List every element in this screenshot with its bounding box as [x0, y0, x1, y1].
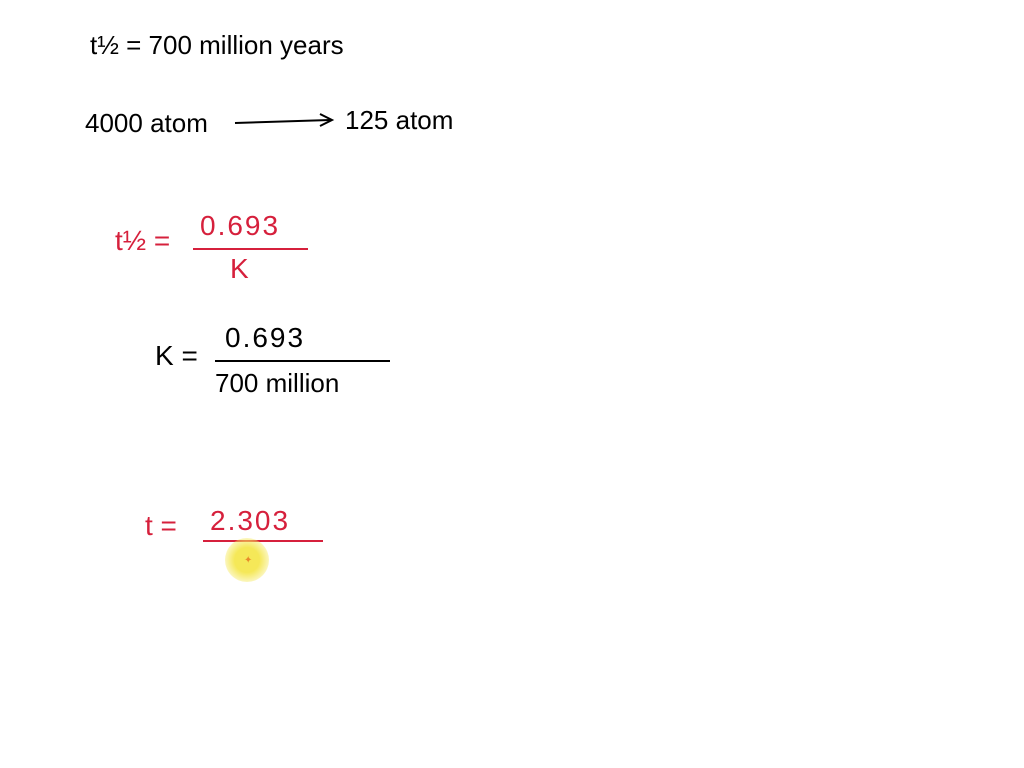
k-formula-fraction-line: [215, 360, 390, 362]
halflife-formula-denominator: K: [230, 253, 249, 285]
k-formula-lhs-text: K =: [155, 340, 198, 371]
halflife-formula-denominator-text: K: [230, 253, 249, 284]
halflife-formula-lhs: t½ =: [115, 225, 170, 257]
atoms-initial: 4000 atom: [85, 108, 208, 139]
half-life-text: t½ = 700 million years: [90, 30, 344, 60]
k-formula-lhs: K =: [155, 340, 198, 372]
half-life-given: t½ = 700 million years: [90, 30, 344, 61]
time-formula-numerator: 2.303: [210, 505, 290, 537]
atoms-final-text: 125 atom: [345, 105, 453, 135]
k-formula-numerator: 0.693: [225, 322, 305, 354]
halflife-formula-numerator-text: 0.693: [200, 210, 280, 241]
atoms-initial-text: 4000 atom: [85, 108, 208, 138]
k-formula-numerator-text: 0.693: [225, 322, 305, 353]
decay-arrow: [230, 108, 350, 138]
halflife-formula-numerator: 0.693: [200, 210, 280, 242]
k-formula-denominator: 700 million: [215, 368, 339, 399]
cursor-icon: ✦: [244, 555, 252, 566]
k-formula-denominator-text: 700 million: [215, 368, 339, 398]
time-formula-lhs: t =: [145, 510, 177, 542]
time-formula-numerator-text: 2.303: [210, 505, 290, 536]
halflife-formula-lhs-text: t½ =: [115, 225, 170, 256]
time-formula-lhs-text: t =: [145, 510, 177, 541]
halflife-formula-fraction-line: [193, 248, 308, 250]
atoms-final: 125 atom: [345, 105, 453, 136]
time-formula-fraction-line: [203, 540, 323, 542]
